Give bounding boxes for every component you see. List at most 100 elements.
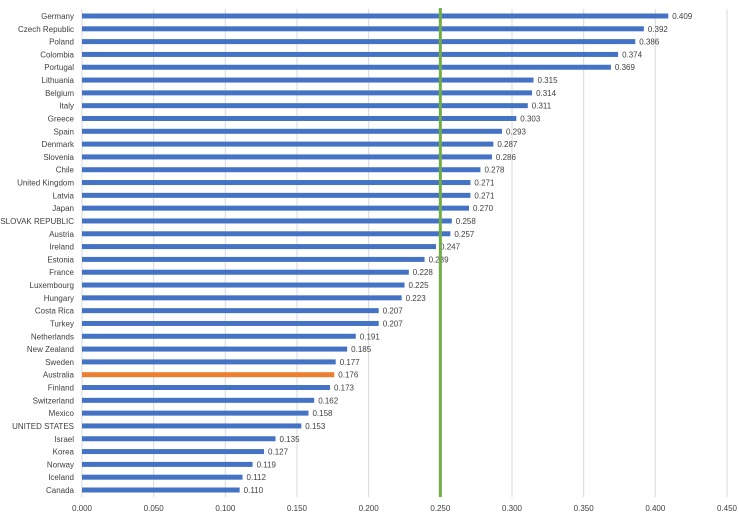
- bar: [82, 180, 471, 186]
- value-label: 0.303: [520, 114, 541, 123]
- category-label: Luxembourg: [30, 281, 74, 290]
- bar: [82, 385, 330, 391]
- value-label: 0.127: [268, 448, 289, 457]
- value-label: 0.392: [648, 25, 669, 34]
- bar: [82, 449, 265, 455]
- x-tick-label: 0.100: [215, 504, 236, 513]
- category-label: Estonia: [47, 255, 74, 264]
- bar: [82, 308, 379, 314]
- category-label: SLOVAK REPUBLIC: [0, 217, 74, 226]
- bar: [82, 359, 336, 365]
- x-tick-label: 0.250: [430, 504, 451, 513]
- category-label: Costa Rica: [35, 307, 75, 316]
- x-tick-label: 0.400: [645, 504, 666, 513]
- bar: [82, 295, 402, 301]
- category-label: Hungary: [44, 294, 74, 303]
- value-label: 0.287: [497, 140, 518, 149]
- value-label: 0.374: [622, 50, 643, 59]
- bars: [82, 13, 669, 493]
- bar: [82, 346, 348, 352]
- category-label: Greece: [48, 114, 75, 123]
- category-label: Netherlands: [31, 332, 74, 341]
- category-label: Switzerland: [33, 396, 74, 405]
- category-label: UNITED STATES: [12, 422, 74, 431]
- category-label: Turkey: [50, 319, 74, 328]
- x-tick-label: 0.050: [144, 504, 165, 513]
- bar: [82, 487, 240, 493]
- bar: [82, 51, 619, 57]
- bar: [82, 333, 356, 339]
- category-label: Australia: [43, 371, 75, 380]
- category-label: Mexico: [49, 409, 75, 418]
- value-label: 0.311: [532, 102, 552, 111]
- x-tick-label: 0.350: [574, 504, 595, 513]
- value-label: 0.386: [639, 38, 660, 47]
- value-label: 0.270: [473, 204, 494, 213]
- bar: [82, 154, 492, 160]
- bar: [82, 423, 302, 429]
- bar: [82, 115, 517, 121]
- category-label: Norway: [47, 460, 74, 469]
- category-label: Korea: [53, 448, 75, 457]
- bar: [82, 256, 425, 262]
- value-label: 0.369: [615, 63, 636, 72]
- value-label: 0.176: [338, 371, 359, 380]
- value-label: 0.271: [474, 191, 495, 200]
- x-tick-label: 0.000: [72, 504, 93, 513]
- category-label: Japan: [52, 204, 74, 213]
- value-label: 0.257: [454, 230, 475, 239]
- category-label: Denmark: [42, 140, 75, 149]
- bar: [82, 13, 669, 19]
- bar: [82, 64, 611, 70]
- category-label: Slovenia: [43, 153, 74, 162]
- bar: [82, 320, 379, 326]
- value-label: 0.112: [247, 473, 267, 482]
- value-label: 0.278: [484, 166, 505, 175]
- bar: [82, 26, 644, 32]
- value-label: 0.228: [413, 268, 434, 277]
- value-label: 0.177: [340, 358, 361, 367]
- category-label: Colombia: [40, 50, 74, 59]
- value-label: 0.258: [456, 217, 477, 226]
- bar: [82, 244, 437, 250]
- bar: [82, 192, 471, 198]
- value-label: 0.293: [506, 127, 527, 136]
- x-tick-label: 0.300: [502, 504, 523, 513]
- category-labels: Germany Czech Republic Poland Colombia Portu…: [0, 12, 75, 495]
- bar: [82, 461, 253, 467]
- bar: [82, 436, 276, 442]
- category-label: Lithuania: [42, 76, 75, 85]
- bar: [82, 372, 335, 378]
- bar: [82, 282, 405, 288]
- category-label: Germany: [41, 12, 74, 21]
- bar: [82, 77, 534, 83]
- value-label: 0.158: [312, 409, 333, 418]
- value-label: 0.191: [360, 332, 381, 341]
- value-label: 0.119: [257, 460, 277, 469]
- category-label: Czech Republic: [18, 25, 74, 34]
- category-label: Poland: [49, 38, 74, 47]
- category-label: Belgium: [45, 89, 74, 98]
- bar: [82, 205, 469, 211]
- bar: [82, 103, 528, 109]
- value-label: 0.153: [305, 422, 326, 431]
- value-label: 0.314: [536, 89, 557, 98]
- bar: [82, 269, 409, 275]
- category-label: Iceland: [48, 473, 74, 482]
- bar: [82, 410, 309, 416]
- bar: [82, 474, 243, 480]
- bar: [82, 397, 315, 403]
- category-label: Italy: [59, 102, 74, 111]
- bar: [82, 231, 451, 237]
- category-label: Spain: [54, 127, 74, 136]
- category-label: Austria: [49, 230, 74, 239]
- value-label: 0.110: [244, 486, 264, 495]
- bar: [82, 90, 533, 96]
- value-label: 0.207: [383, 307, 404, 316]
- value-label: 0.162: [318, 396, 339, 405]
- value-label: 0.247: [440, 243, 461, 252]
- value-label: 0.173: [334, 384, 355, 393]
- category-label: Sweden: [45, 358, 74, 367]
